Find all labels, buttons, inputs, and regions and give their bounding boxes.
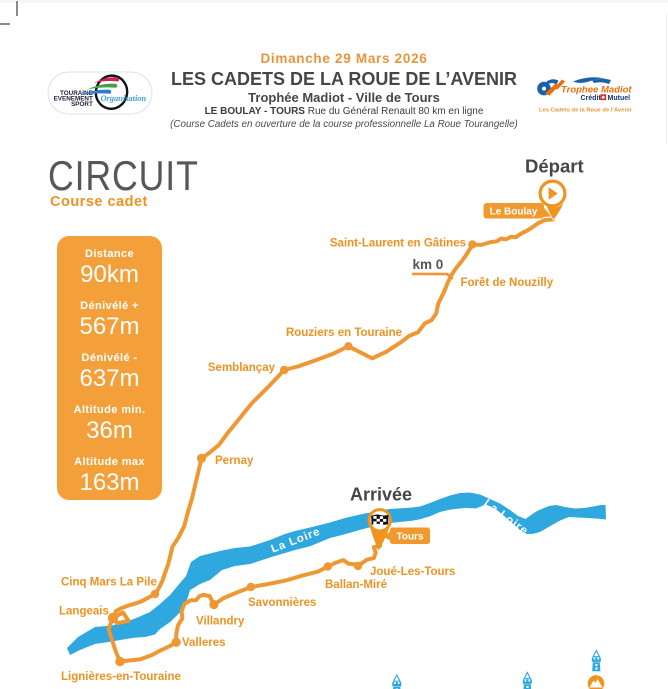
svg-text:Rouziers en Touraine: Rouziers en Touraine <box>286 327 402 339</box>
svg-text:Crédit: Crédit <box>581 95 602 102</box>
svg-text:Savonnières: Savonnières <box>248 597 316 609</box>
svg-text:EVENEMENT: EVENEMENT <box>54 95 93 102</box>
svg-text:Départ: Départ <box>525 156 584 177</box>
svg-text:km 0: km 0 <box>413 257 444 272</box>
svg-text:Pernay: Pernay <box>215 455 254 467</box>
svg-text:Forêt de Nouzilly: Forêt de Nouzilly <box>461 277 554 289</box>
svg-text:SPORT: SPORT <box>71 101 93 108</box>
svg-text:TOURAINE: TOURAINE <box>60 90 93 97</box>
svg-text:Joué-Les-Tours: Joué-Les-Tours <box>370 566 455 578</box>
svg-text:Semblançay: Semblançay <box>208 362 276 374</box>
svg-text:Le Boulay: Le Boulay <box>490 207 538 218</box>
svg-text:Tours: Tours <box>396 532 423 543</box>
svg-text:Cinq Mars La Pile: Cinq Mars La Pile <box>61 577 157 589</box>
svg-text:Saint-Laurent en Gâtines: Saint-Laurent en Gâtines <box>330 238 466 250</box>
svg-text:Arrivée: Arrivée <box>350 485 412 505</box>
svg-text:Valleres: Valleres <box>182 637 225 649</box>
svg-text:Langeais: Langeais <box>59 606 109 618</box>
svg-text:Villandry: Villandry <box>196 616 245 628</box>
svg-text:Ballan-Miré: Ballan-Miré <box>325 579 387 591</box>
svg-text:Trophee Madiot: Trophee Madiot <box>561 85 632 96</box>
svg-text:Les Cadets de la Roue de l’Ave: Les Cadets de la Roue de l’Avenir <box>539 108 633 114</box>
svg-text:Lignières-en-Touraine: Lignières-en-Touraine <box>61 671 181 683</box>
svg-text:La Loire: La Loire <box>481 497 530 537</box>
svg-text:Mutuel: Mutuel <box>608 95 631 102</box>
svg-text:Organisation: Organisation <box>101 94 147 103</box>
